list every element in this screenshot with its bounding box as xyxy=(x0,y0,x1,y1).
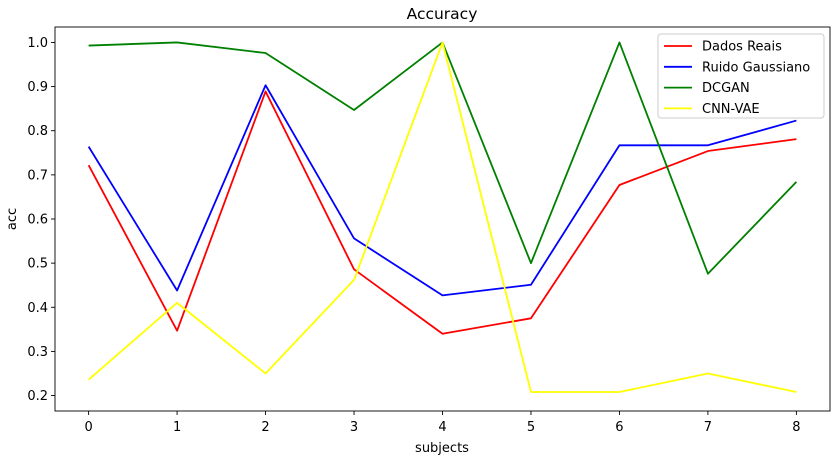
x-tick-label: 5 xyxy=(527,420,535,435)
legend-label-cnn-vae: CNN-VAE xyxy=(702,102,760,117)
x-tick-label: 7 xyxy=(704,420,712,435)
legend-label-ruido-gaussiano: Ruido Gaussiano xyxy=(702,60,810,75)
y-tick-label: 0.7 xyxy=(27,168,48,183)
x-tick-label: 6 xyxy=(615,420,623,435)
y-tick-label: 0.4 xyxy=(27,301,48,316)
legend-label-dcgan: DCGAN xyxy=(702,81,750,96)
y-tick-label: 0.3 xyxy=(27,345,48,360)
y-axis-ticks: 0.2 0.3 0.4 0.5 0.6 0.7 0.8 0.9 1.0 xyxy=(27,36,55,404)
series-line-dados-reais xyxy=(87,90,797,335)
y-axis-title: acc xyxy=(5,208,20,230)
x-axis-title: subjects xyxy=(415,441,469,456)
x-tick-label: 8 xyxy=(792,420,800,435)
y-tick-label: 0.6 xyxy=(27,213,48,228)
x-tick-label: 2 xyxy=(261,420,269,435)
x-tick-label: 1 xyxy=(173,420,181,435)
legend: Dados Reais Ruido Gaussiano DCGAN CNN-VAE xyxy=(657,33,825,119)
series-line-cnn-vae xyxy=(88,41,797,393)
x-tick-label: 0 xyxy=(84,420,92,435)
series-lines xyxy=(87,41,798,393)
y-tick-label: 0.2 xyxy=(27,389,48,404)
plot-frame xyxy=(54,26,831,412)
legend-box xyxy=(657,33,825,119)
y-tick-label: 0.9 xyxy=(27,80,48,95)
series-line-ruido-gaussiano xyxy=(87,84,797,297)
chart-title: Accuracy xyxy=(407,5,478,23)
x-tick-label: 3 xyxy=(350,420,358,435)
y-tick-label: 1.0 xyxy=(27,36,48,51)
x-tick-label: 4 xyxy=(438,420,446,435)
legend-label-dados-reais: Dados Reais xyxy=(702,40,782,55)
y-tick-label: 0.5 xyxy=(27,257,48,272)
y-tick-label: 0.8 xyxy=(27,124,48,139)
x-axis-ticks: 0 1 2 3 4 5 6 7 8 xyxy=(84,411,801,435)
